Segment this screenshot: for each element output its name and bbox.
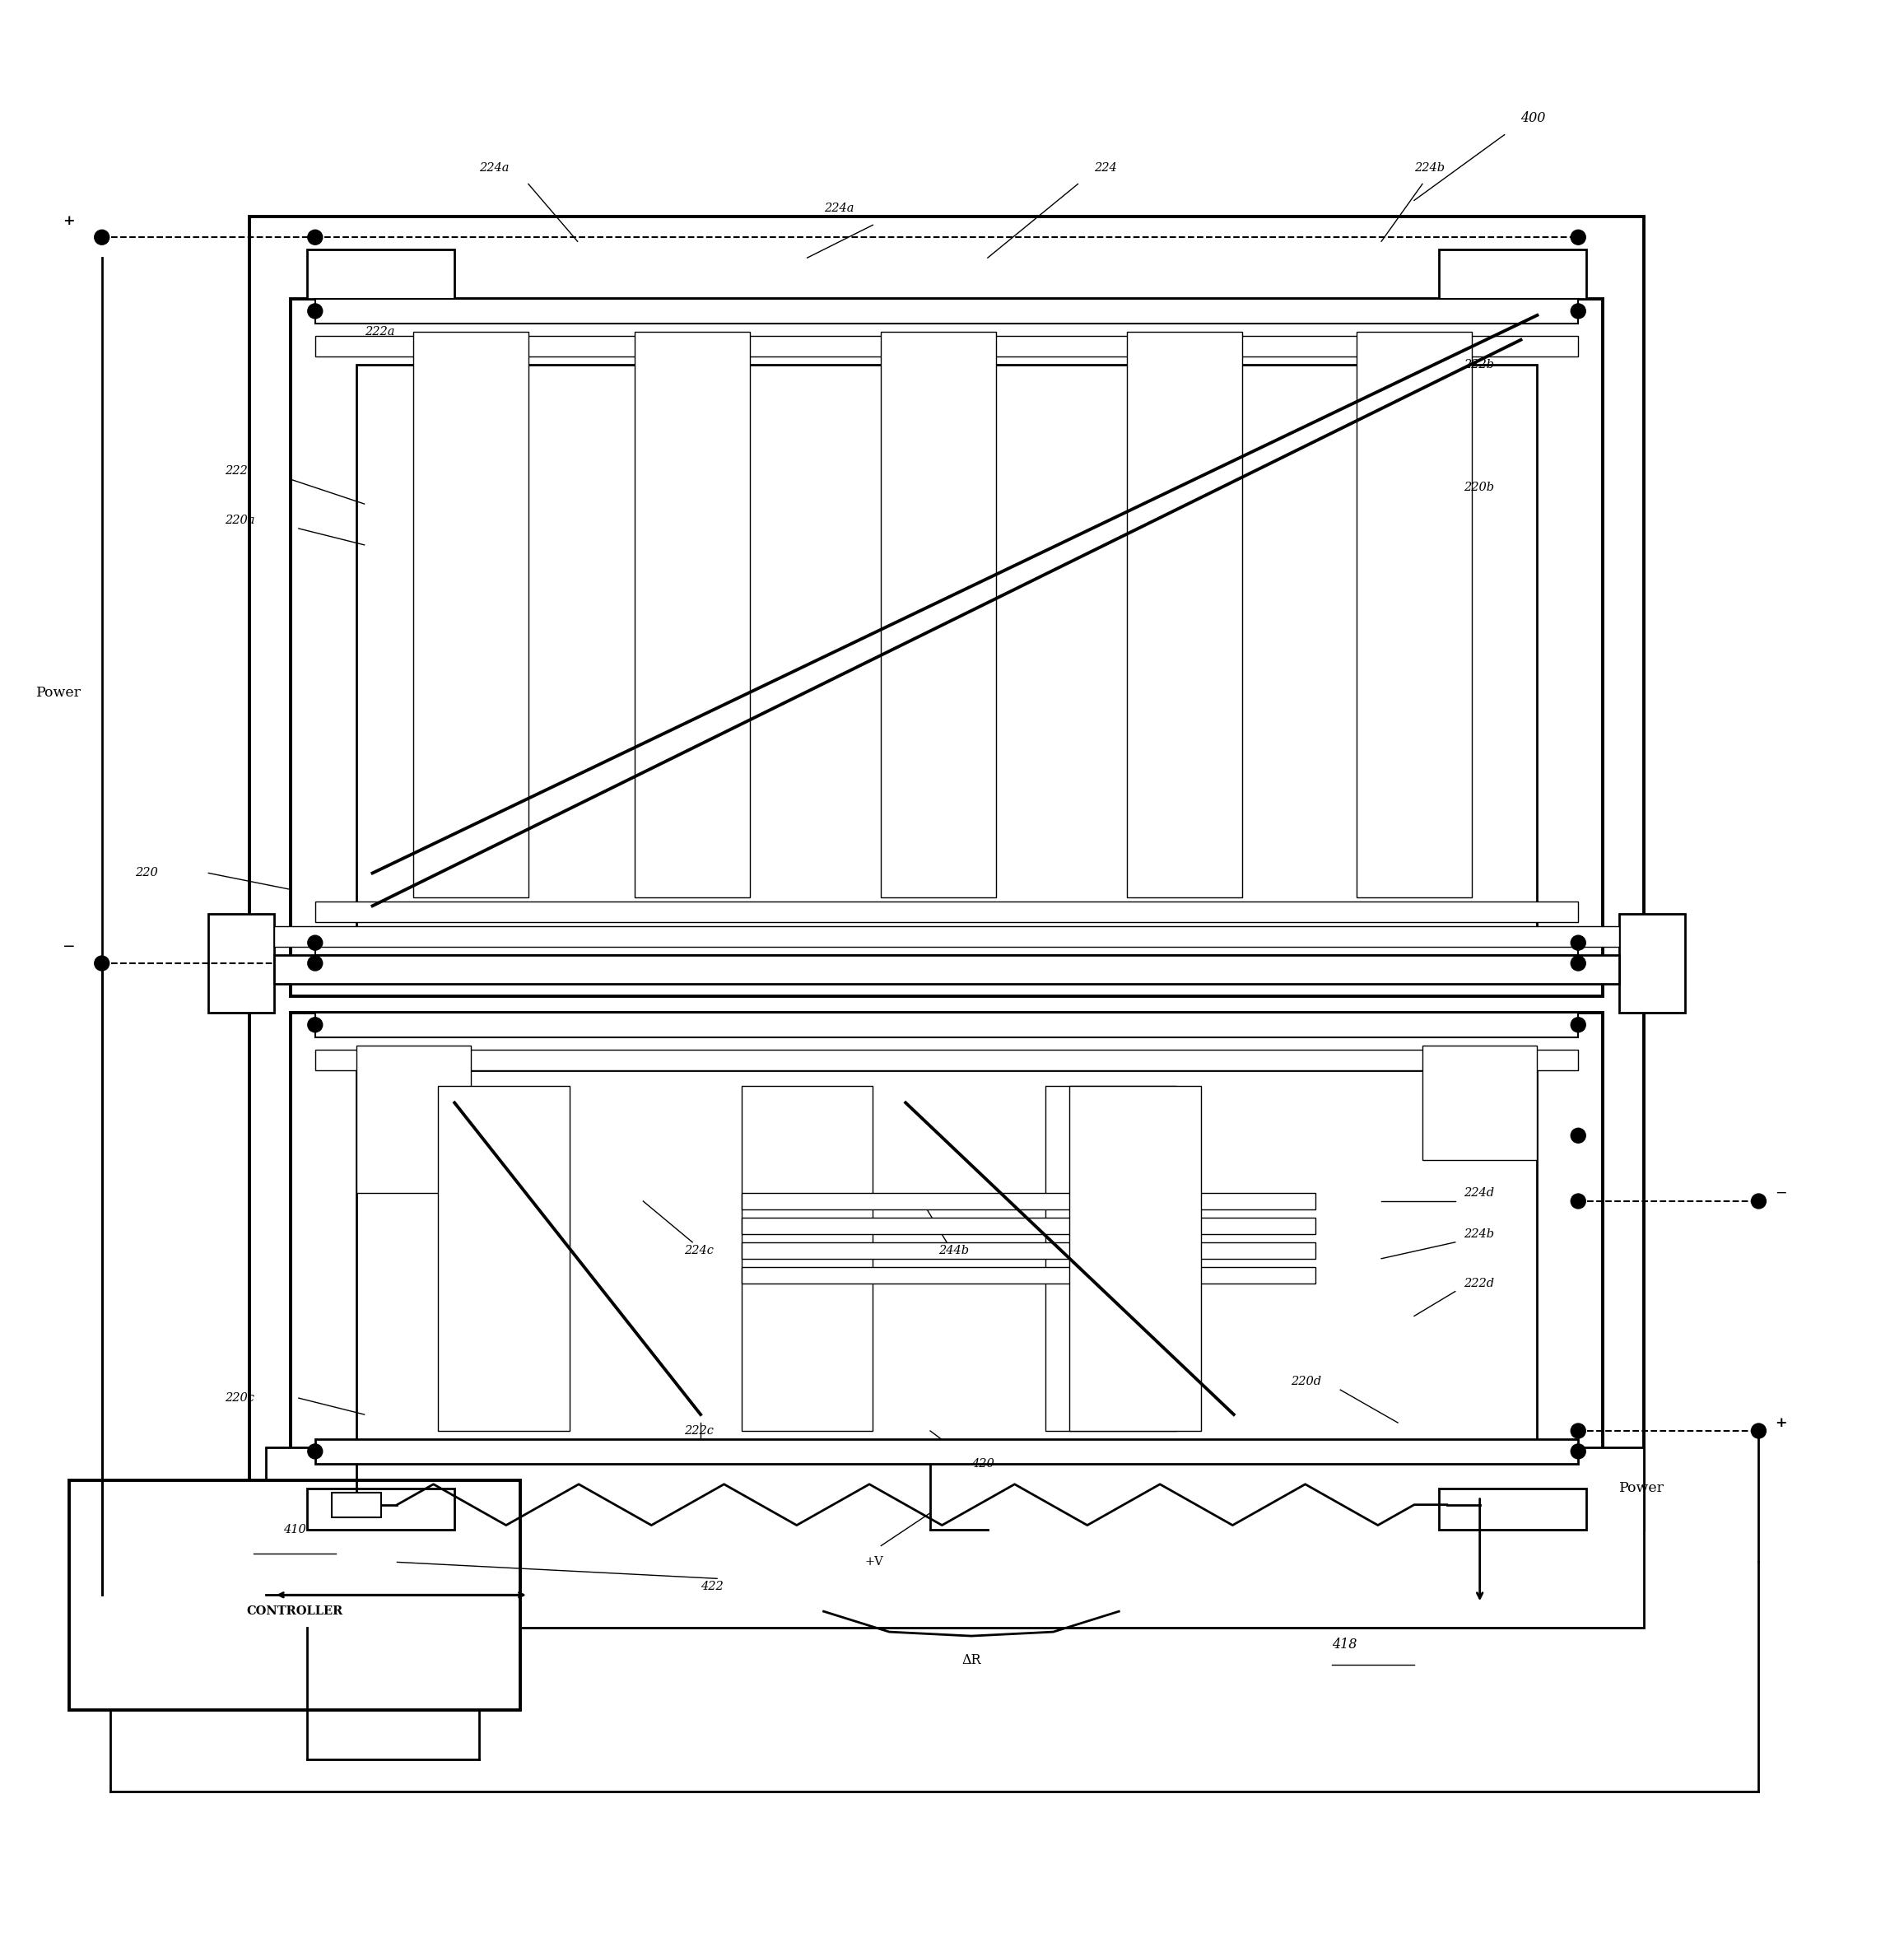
Bar: [1439, 249, 1586, 299]
Bar: [331, 1492, 381, 1517]
Bar: [743, 1086, 872, 1430]
Bar: [743, 1193, 1316, 1209]
Bar: [743, 1242, 1316, 1259]
Bar: [291, 299, 1603, 997]
Bar: [314, 902, 1578, 923]
Text: +: +: [1775, 1416, 1788, 1430]
Text: 224a: 224a: [480, 161, 508, 173]
Bar: [314, 1049, 1578, 1071]
Circle shape: [308, 935, 322, 950]
Bar: [314, 1440, 1578, 1463]
Circle shape: [1571, 1193, 1586, 1209]
Bar: [356, 1045, 470, 1193]
Text: 224d: 224d: [1464, 1187, 1495, 1199]
Text: 400: 400: [1521, 111, 1546, 126]
Circle shape: [1571, 303, 1586, 319]
Circle shape: [95, 229, 109, 245]
Circle shape: [1752, 1193, 1767, 1209]
Circle shape: [1571, 1018, 1586, 1032]
Bar: [291, 1012, 1603, 1488]
Text: 224c: 224c: [684, 1245, 714, 1257]
Text: Power: Power: [36, 686, 82, 699]
Circle shape: [95, 956, 109, 972]
Circle shape: [308, 956, 322, 972]
Circle shape: [1571, 1129, 1586, 1142]
Bar: [314, 336, 1578, 356]
Bar: [1127, 332, 1241, 898]
Text: −: −: [63, 940, 76, 954]
Text: 422: 422: [701, 1582, 724, 1593]
Bar: [636, 332, 750, 898]
Bar: [249, 218, 1643, 1529]
Text: 222a: 222a: [364, 326, 394, 338]
Bar: [307, 249, 455, 299]
Bar: [1439, 1488, 1586, 1529]
Text: 224b: 224b: [1464, 1228, 1495, 1240]
Bar: [882, 332, 996, 898]
Bar: [314, 931, 1578, 956]
Bar: [743, 1218, 1316, 1234]
Bar: [1422, 1045, 1537, 1160]
Bar: [267, 1448, 1643, 1628]
Text: 244b: 244b: [939, 1245, 969, 1257]
Bar: [1070, 1086, 1201, 1430]
Text: 418: 418: [1333, 1638, 1358, 1652]
Text: 220b: 220b: [1464, 482, 1495, 494]
Circle shape: [1571, 1424, 1586, 1438]
Text: 220d: 220d: [1291, 1376, 1321, 1387]
Bar: [413, 332, 529, 898]
Text: 420: 420: [971, 1457, 994, 1469]
Text: 220a: 220a: [225, 515, 255, 527]
Circle shape: [308, 303, 322, 319]
Text: 224b: 224b: [1415, 161, 1445, 173]
Bar: [356, 365, 1537, 956]
Text: 220: 220: [135, 867, 158, 878]
Text: +V: +V: [864, 1556, 883, 1568]
Bar: [314, 1012, 1578, 1038]
Bar: [1618, 913, 1685, 1012]
Bar: [208, 913, 274, 1012]
Text: 224: 224: [1095, 161, 1118, 173]
Circle shape: [1571, 935, 1586, 950]
Bar: [274, 956, 1618, 983]
Bar: [1045, 1086, 1177, 1430]
Bar: [743, 1267, 1316, 1282]
Text: 222b: 222b: [1464, 359, 1495, 371]
Text: Power: Power: [1618, 1481, 1664, 1496]
Text: 410: 410: [284, 1523, 307, 1535]
Circle shape: [308, 229, 322, 245]
Bar: [438, 1086, 569, 1430]
Circle shape: [308, 1444, 322, 1459]
Bar: [307, 1488, 455, 1529]
Circle shape: [1571, 1444, 1586, 1459]
Text: 222: 222: [225, 464, 248, 476]
Text: 222c: 222c: [684, 1424, 714, 1436]
Circle shape: [308, 1018, 322, 1032]
Text: +: +: [63, 214, 74, 227]
Bar: [274, 927, 1618, 946]
Bar: [314, 299, 1578, 323]
Text: 220c: 220c: [225, 1393, 255, 1405]
Circle shape: [1571, 229, 1586, 245]
Text: CONTROLLER: CONTROLLER: [246, 1605, 343, 1617]
Circle shape: [1571, 956, 1586, 972]
Circle shape: [1752, 1424, 1767, 1438]
Text: 222d: 222d: [1464, 1277, 1495, 1288]
Bar: [1358, 332, 1472, 898]
Text: −: −: [1775, 1185, 1788, 1201]
Bar: [356, 1071, 1537, 1448]
Bar: [69, 1481, 520, 1710]
Text: 224a: 224a: [824, 202, 853, 214]
Text: ΔR: ΔR: [962, 1653, 981, 1667]
